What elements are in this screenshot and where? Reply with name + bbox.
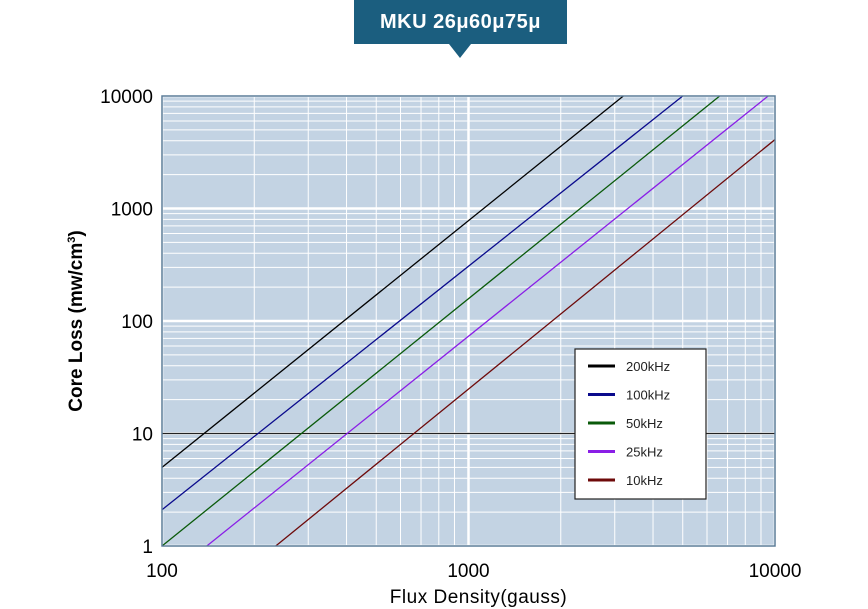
chart-title: MKU 26μ60μ75μ xyxy=(379,10,542,33)
banner-pointer-arrow xyxy=(449,44,471,58)
series-line-100khz xyxy=(161,95,684,511)
y-tick-label: 1000 xyxy=(111,200,153,221)
x-tick-label: 1000 xyxy=(447,561,489,582)
y-tick-label: 10000 xyxy=(100,87,153,108)
plot-frame xyxy=(161,95,776,547)
series-line-200khz xyxy=(161,95,624,468)
x-axis-ticks: 100 1000 10000 xyxy=(146,561,801,582)
series-line-50khz xyxy=(161,95,721,547)
x-axis-label: Flux Density(gauss) xyxy=(390,587,567,608)
x-tick-label: 100 xyxy=(146,561,178,582)
legend: 200kHz 100kHz 50kHz 25kHz 10kHz xyxy=(574,348,707,500)
y-axis-ticks: 1 10 100 1000 10000 xyxy=(100,87,153,558)
y-tick-label: 10 xyxy=(132,425,153,446)
y-tick-label: 100 xyxy=(121,312,153,333)
y-tick-label: 1 xyxy=(142,537,153,558)
y-axis-label-superscript: 3 xyxy=(66,237,78,243)
series-lines xyxy=(161,95,776,547)
series-line-10khz xyxy=(275,139,776,547)
series-line-25khz xyxy=(206,95,769,547)
legend-label-25khz: 25kHz xyxy=(626,445,663,460)
legend-label-100khz: 100kHz xyxy=(626,388,670,403)
x-tick-label: 10000 xyxy=(749,561,802,582)
legend-label-200khz: 200kHz xyxy=(626,359,670,374)
chart-title-banner: MKU 26μ60μ75μ xyxy=(354,0,567,44)
y-axis-label-main: Core Loss (mw/cm xyxy=(66,243,87,412)
legend-label-50khz: 50kHz xyxy=(626,416,663,431)
y-axis-label-close: ) xyxy=(66,230,87,236)
y-axis-label: Core Loss (mw/cm3) xyxy=(66,230,87,411)
legend-label-10khz: 10kHz xyxy=(626,473,663,488)
